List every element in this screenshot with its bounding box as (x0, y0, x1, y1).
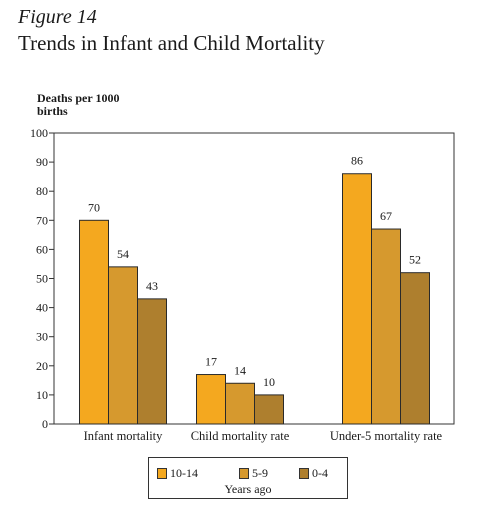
category-label: Under-5 mortality rate (330, 429, 443, 443)
figure-label: Figure 14 (18, 6, 97, 28)
category-label: Child mortality rate (191, 429, 290, 443)
data-label: 67 (380, 209, 392, 223)
data-label: 86 (351, 154, 363, 168)
legend-item: 0-4 (299, 466, 328, 481)
bar-0-4-2 (400, 272, 430, 425)
y-axis-label: Deaths per 1000 births (37, 91, 120, 118)
data-label: 17 (205, 355, 217, 369)
legend-swatch (239, 468, 249, 479)
data-label: 70 (88, 200, 100, 214)
y-tick-label: 60 (36, 242, 48, 256)
legend-label: 10-14 (170, 466, 198, 480)
legend: 10-14 5-9 0-4 Years ago (148, 457, 348, 499)
bar-0-4-1 (254, 394, 284, 425)
y-tick-label: 50 (36, 272, 48, 286)
figure-title: Trends in Infant and Child Mortality (18, 31, 325, 55)
y-tick-label: 70 (36, 213, 48, 227)
y-tick-label: 40 (36, 301, 48, 315)
bar-0-4-0 (137, 298, 167, 425)
y-tick-label: 20 (36, 359, 48, 373)
y-tick-label: 10 (36, 388, 48, 402)
legend-swatch (157, 468, 167, 479)
bar-5-9-2 (371, 228, 401, 425)
y-tick-label: 0 (42, 417, 48, 431)
bar-chart: 0 10 20 30 40 50 60 70 80 90 100 70 54 43 Infant mort… (30, 126, 455, 443)
bar-10-14-0 (79, 219, 109, 425)
bar-5-9-1 (225, 382, 255, 425)
data-label: 10 (263, 375, 275, 389)
y-tick-label: 90 (36, 155, 48, 169)
legend-item: 5-9 (239, 466, 268, 481)
y-tick-label: 30 (36, 330, 48, 344)
legend-title: Years ago (224, 482, 272, 496)
bar-10-14-1 (196, 374, 226, 425)
data-label: 52 (409, 253, 421, 267)
legend-swatch (299, 468, 309, 479)
legend-label: 0-4 (312, 466, 328, 480)
data-label: 14 (234, 363, 246, 377)
legend-item: 10-14 (157, 466, 198, 481)
bar-5-9-0 (108, 266, 138, 425)
legend-label: 5-9 (252, 466, 268, 480)
y-tick-label: 100 (30, 126, 48, 140)
data-label: 54 (117, 247, 129, 261)
bar-10-14-2 (342, 173, 372, 425)
y-tick-label: 80 (36, 184, 48, 198)
category-label: Infant mortality (84, 429, 164, 443)
data-label: 43 (146, 279, 158, 293)
